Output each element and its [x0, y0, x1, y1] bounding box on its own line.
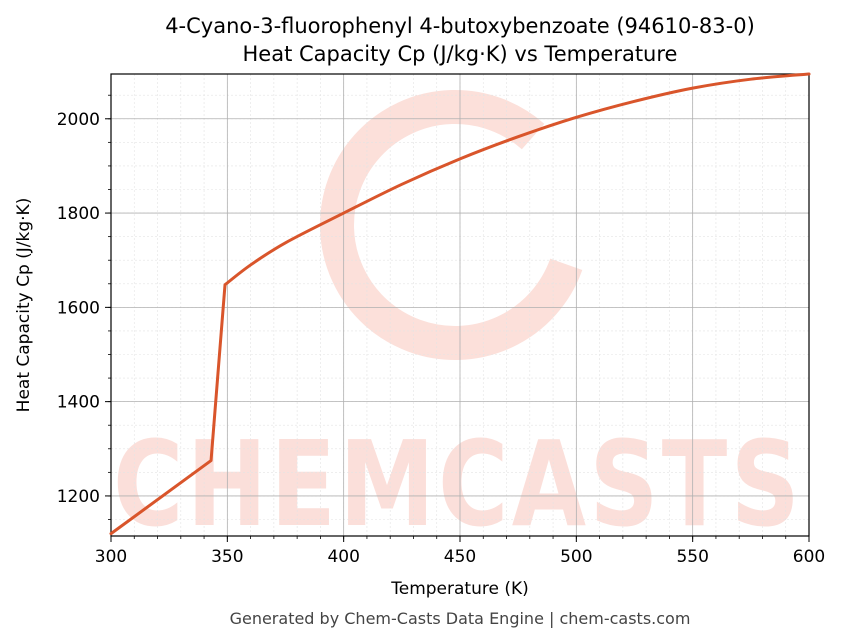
y-tick-label: 2000 — [57, 110, 100, 130]
y-tick-label: 1200 — [57, 487, 100, 507]
x-tick-label: 300 — [95, 547, 127, 567]
series-line — [109, 72, 811, 536]
x-tick-label: 350 — [211, 547, 243, 567]
y-tick-label: 1400 — [57, 393, 100, 413]
chart-subtitle: Heat Capacity Cp (J/kg·K) vs Temperature — [243, 42, 678, 66]
watermark-text: CHEMCASTS — [113, 415, 803, 553]
chart-title: 4-Cyano-3-fluorophenyl 4-butoxybenzoate … — [165, 14, 755, 38]
y-tick-label: 1600 — [57, 298, 100, 318]
watermark: CHEMCASTS — [113, 90, 803, 553]
watermark-logo-icon — [320, 90, 590, 360]
axis-ticks — [105, 94, 810, 542]
y-axis-label: Heat Capacity Cp (J/kg·K) — [14, 198, 34, 413]
x-tick-label: 600 — [793, 547, 825, 567]
footer-credit: Generated by Chem-Casts Data Engine | ch… — [230, 609, 691, 628]
y-tick-label: 1800 — [57, 204, 100, 224]
x-tick-label: 400 — [327, 547, 359, 567]
tick-labels: 300 350 400 450 500 550 600 1200 1400 1600 1800 200… — [57, 110, 825, 567]
x-axis-label: Temperature (K) — [390, 579, 529, 599]
x-tick-label: 500 — [560, 547, 592, 567]
grid — [110, 74, 810, 536]
x-tick-label: 550 — [676, 547, 708, 567]
x-tick-label: 450 — [444, 547, 476, 567]
